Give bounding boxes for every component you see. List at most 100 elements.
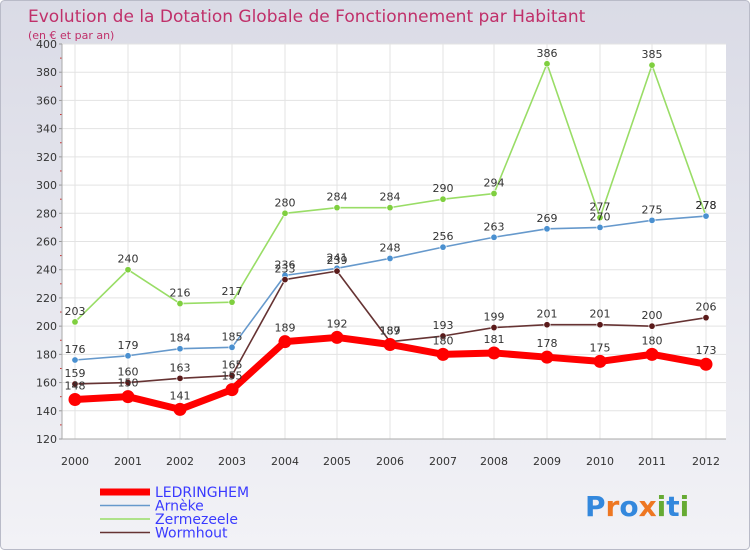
data-point-ledringhem	[383, 337, 397, 351]
data-label-ledringhem: 181	[484, 333, 505, 346]
x-tick-label: 2009	[533, 455, 561, 468]
y-tick-label: 120	[36, 433, 57, 446]
y-tick-label: 300	[36, 179, 57, 192]
data-label-arn-ke: 241	[327, 251, 348, 264]
data-point-wormhout	[176, 374, 184, 382]
x-tick-label: 2006	[376, 455, 404, 468]
data-label-arn-ke: 236	[275, 258, 296, 271]
data-label-arn-ke: 248	[380, 241, 401, 254]
data-point-arn-ke	[228, 343, 236, 351]
data-point-ledringhem	[487, 346, 501, 360]
x-tick-label: 2012	[692, 455, 720, 468]
data-point-ledringhem	[436, 347, 450, 361]
data-point-zermezeele	[648, 61, 656, 69]
data-label-wormhout: 200	[642, 309, 663, 322]
x-tick-label: 2011	[638, 455, 666, 468]
data-point-ledringhem	[645, 347, 659, 361]
y-tick-label: 140	[36, 405, 57, 418]
x-tick-label: 2002	[166, 455, 194, 468]
y-tick-label: 260	[36, 236, 57, 249]
data-label-zermezeele: 294	[484, 177, 505, 190]
data-label-wormhout: 193	[433, 319, 454, 332]
y-tick-label: 340	[36, 123, 57, 136]
data-point-wormhout	[490, 324, 498, 332]
data-label-zermezeele: 278	[696, 199, 717, 212]
data-label-ledringhem: 148	[65, 380, 86, 393]
data-point-ledringhem	[121, 390, 135, 404]
y-tick-label: 280	[36, 207, 57, 220]
data-point-wormhout	[71, 380, 79, 388]
proxiti-logo: Proxiti	[585, 490, 689, 523]
data-label-arn-ke: 185	[222, 330, 243, 343]
data-label-wormhout: 189	[380, 325, 401, 338]
legend-label-zermezeele: Zermezeele	[155, 512, 238, 528]
data-label-arn-ke: 263	[484, 220, 505, 233]
data-point-zermezeele	[596, 214, 604, 222]
y-tick-label: 380	[36, 66, 57, 79]
data-label-wormhout: 199	[484, 311, 505, 324]
data-label-ledringhem: 175	[590, 341, 611, 354]
data-point-zermezeele	[490, 190, 498, 198]
data-point-arn-ke	[124, 352, 132, 360]
y-tick-label: 220	[36, 292, 57, 305]
data-label-arn-ke: 256	[433, 230, 454, 243]
data-label-ledringhem: 180	[642, 334, 663, 347]
data-point-zermezeele	[543, 60, 551, 68]
legend-label-ledringhem: LEDRINGHEM	[155, 485, 249, 501]
data-label-zermezeele: 240	[118, 253, 139, 266]
data-point-wormhout	[124, 379, 132, 387]
data-point-arn-ke	[386, 254, 394, 262]
y-tick-label: 320	[36, 151, 57, 164]
data-label-wormhout: 206	[696, 301, 717, 314]
data-label-ledringhem: 187	[380, 324, 401, 337]
data-point-arn-ke	[176, 345, 184, 353]
data-label-arn-ke: 278	[696, 199, 717, 212]
x-tick-label: 2000	[61, 455, 89, 468]
data-point-wormhout	[543, 321, 551, 329]
data-point-ledringhem	[68, 393, 82, 406]
data-point-ledringhem	[173, 402, 187, 416]
data-point-wormhout	[281, 276, 289, 284]
x-tick-label: 2004	[271, 455, 299, 468]
data-point-arn-ke	[596, 223, 604, 231]
data-point-wormhout	[702, 314, 710, 322]
data-point-zermezeele	[333, 204, 341, 212]
data-label-ledringhem: 178	[537, 337, 558, 350]
data-label-ledringhem: 141	[170, 389, 191, 402]
data-point-zermezeele	[124, 266, 132, 274]
data-label-arn-ke: 270	[590, 210, 611, 223]
data-point-arn-ke	[71, 356, 79, 364]
data-label-zermezeele: 280	[275, 196, 296, 209]
x-tick-label: 2001	[114, 455, 142, 468]
y-tick-label: 200	[36, 320, 57, 333]
y-tick-label: 400	[36, 38, 57, 51]
data-point-arn-ke	[490, 233, 498, 241]
data-label-zermezeele: 386	[537, 47, 558, 60]
chart-subtitle: (en € et par an)	[28, 29, 114, 42]
data-label-ledringhem: 155	[222, 370, 243, 383]
data-point-ledringhem	[225, 383, 239, 397]
data-point-ledringhem	[593, 354, 607, 368]
data-point-wormhout	[333, 267, 341, 275]
y-tick-label: 360	[36, 94, 57, 107]
x-tick-label: 2003	[218, 455, 246, 468]
data-point-wormhout	[596, 321, 604, 329]
data-point-ledringhem	[540, 350, 554, 364]
data-point-zermezeele	[281, 209, 289, 217]
data-point-ledringhem	[699, 357, 713, 371]
data-point-arn-ke	[702, 212, 710, 220]
data-label-ledringhem: 173	[696, 344, 717, 357]
data-point-wormhout	[228, 372, 236, 380]
data-point-wormhout	[648, 322, 656, 330]
chart-title: Evolution de la Dotation Globale de Fonc…	[28, 7, 586, 27]
y-tick-label: 180	[36, 348, 57, 361]
data-point-zermezeele	[176, 300, 184, 308]
data-label-ledringhem: 150	[118, 377, 139, 390]
data-label-arn-ke: 176	[65, 343, 86, 356]
data-label-wormhout: 201	[590, 308, 611, 321]
y-tick-label: 240	[36, 264, 57, 277]
data-point-zermezeele	[228, 298, 236, 306]
data-label-wormhout: 165	[222, 359, 243, 372]
